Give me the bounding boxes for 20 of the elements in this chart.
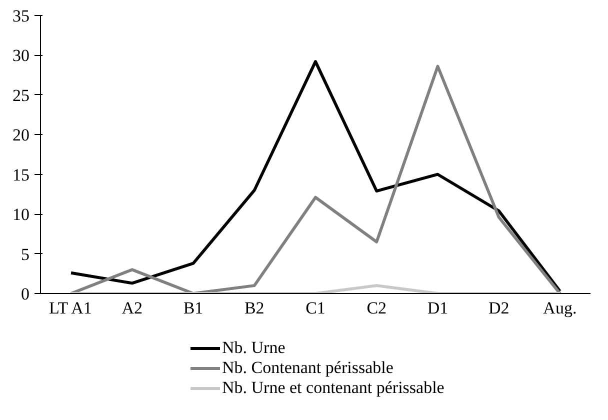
x-tick-label: A2 (122, 298, 143, 318)
y-tick-label: 0 (21, 284, 30, 304)
y-tick-label: 35 (12, 6, 30, 26)
y-tick-label: 10 (12, 205, 30, 224)
y-tick-label: 30 (12, 46, 30, 66)
x-tick-label: D2 (488, 298, 510, 318)
x-tick-label: D1 (427, 298, 448, 318)
x-tick-label: B1 (183, 298, 204, 318)
legend-label: Nb. Urne et contenant périssable (222, 378, 444, 398)
x-tick-label: C1 (306, 298, 326, 318)
legend-label: Nb. Urne (222, 338, 286, 358)
y-tick-label: 25 (12, 86, 30, 105)
y-tick-label: 15 (12, 165, 30, 184)
y-tick-label: 5 (21, 244, 30, 264)
x-tick-label: C2 (366, 298, 387, 318)
x-tick-label: LT A1 (48, 298, 92, 318)
x-tick-label: B2 (244, 298, 264, 318)
y-tick-label: 20 (12, 126, 30, 145)
x-tick-label: Aug. (543, 298, 577, 318)
legend-label: Nb. Contenant périssable (222, 358, 394, 378)
